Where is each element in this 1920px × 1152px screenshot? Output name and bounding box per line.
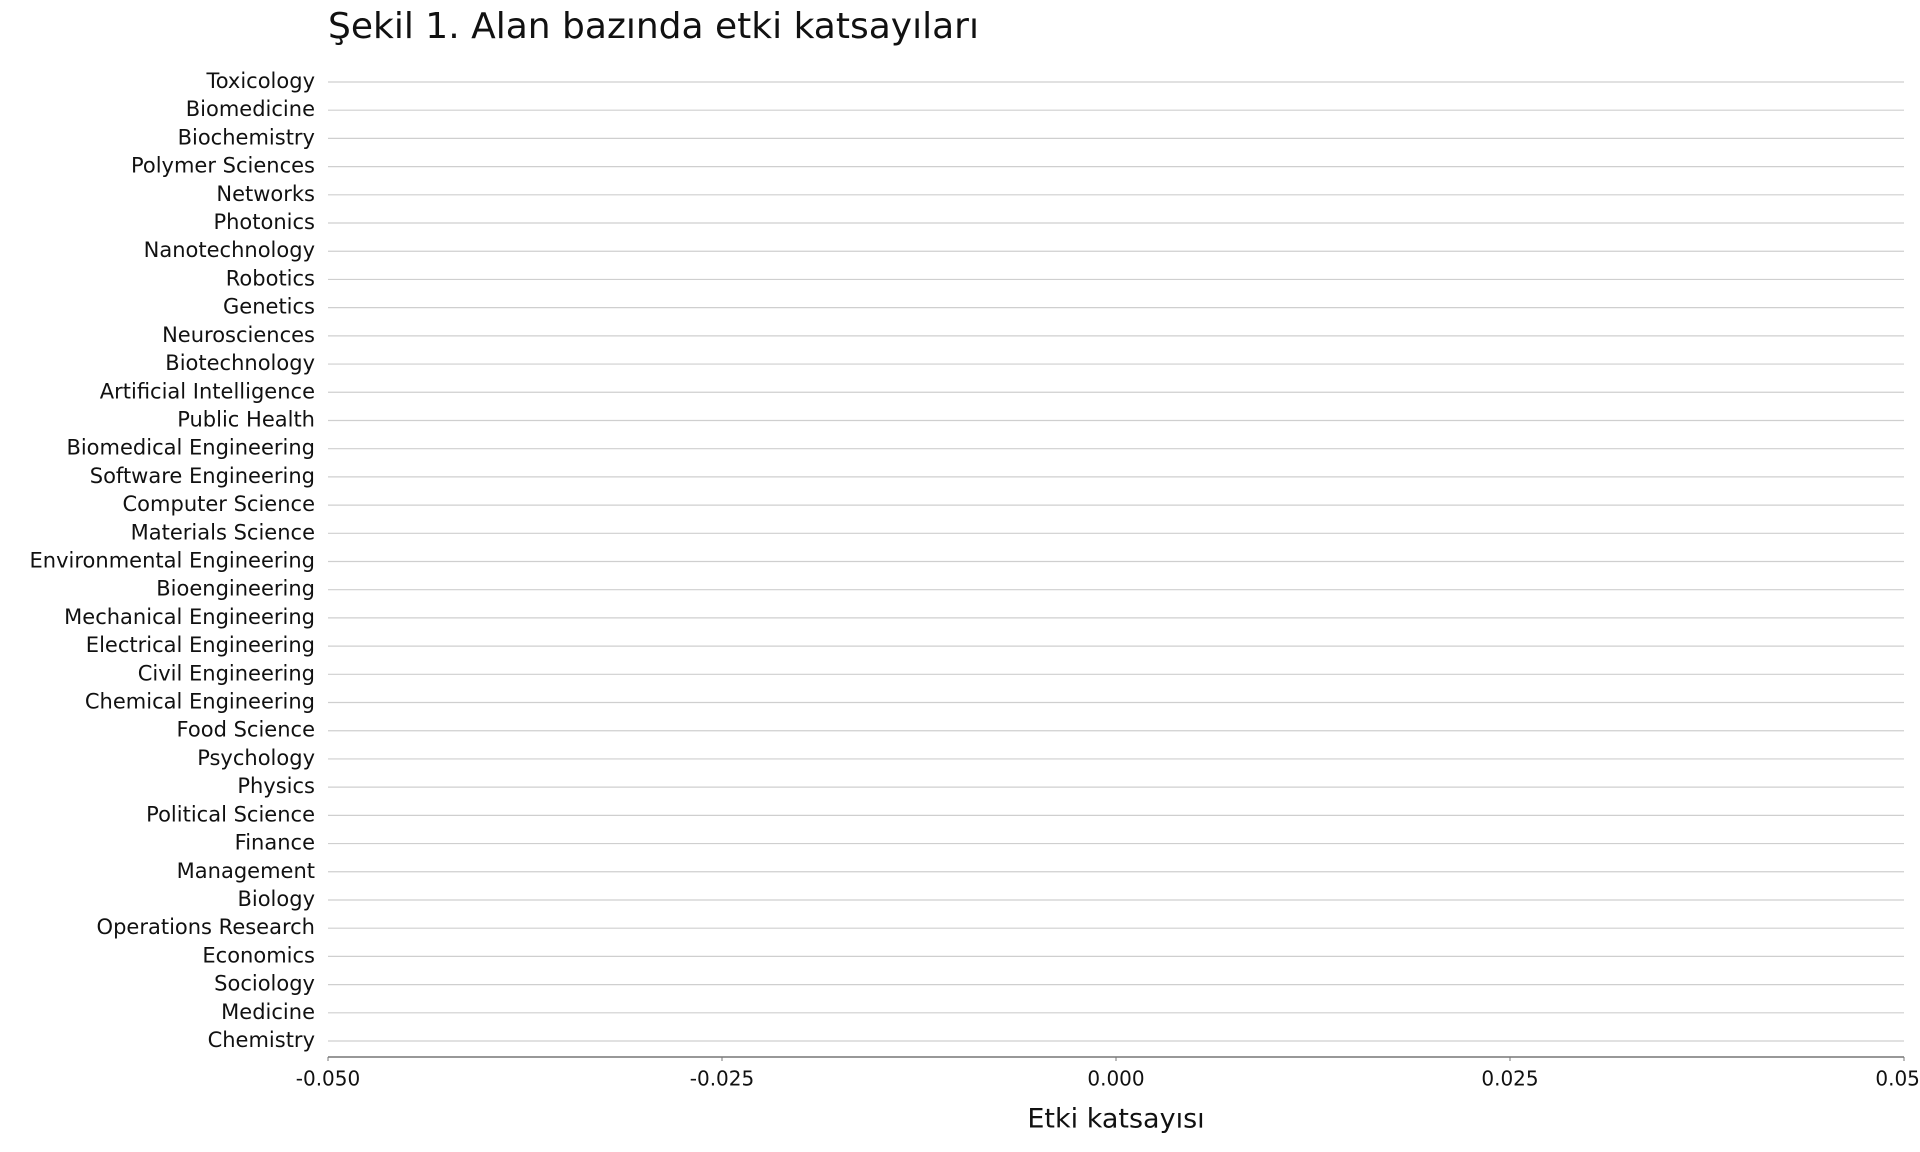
- y-tick-label: Electrical Engineering: [86, 633, 315, 657]
- y-tick-label: Political Science: [146, 802, 315, 826]
- y-tick-label: Computer Science: [123, 492, 315, 516]
- y-tick-label: Biotechnology: [165, 351, 315, 375]
- x-tick-label: -0.025: [690, 1067, 754, 1091]
- y-tick-label: Food Science: [177, 718, 315, 742]
- y-tick-label: Photonics: [213, 210, 315, 234]
- chart-title: Şekil 1. Alan bazında etki katsayıları: [328, 6, 979, 47]
- y-tick-label: Neurosciences: [162, 323, 315, 347]
- y-tick-label: Materials Science: [131, 520, 315, 544]
- y-tick-label: Mechanical Engineering: [64, 605, 315, 629]
- x-tick-label: 0.050: [1875, 1067, 1920, 1091]
- y-tick-label: Biology: [237, 887, 315, 911]
- y-tick-label: Biochemistry: [178, 125, 315, 149]
- y-tick-label: Sociology: [214, 972, 315, 996]
- y-tick-label: Artificial Intelligence: [100, 379, 315, 403]
- y-tick-label: Genetics: [223, 295, 315, 319]
- y-tick-label: Psychology: [197, 746, 315, 770]
- y-tick-label: Economics: [202, 943, 315, 967]
- y-tick-label: Biomedicine: [186, 97, 315, 121]
- y-tick-label: Polymer Sciences: [131, 154, 315, 178]
- y-tick-label: Bioengineering: [156, 577, 315, 601]
- x-tick-label: -0.050: [296, 1067, 360, 1091]
- y-tick-label: Chemistry: [208, 1028, 315, 1052]
- y-tick-label: Civil Engineering: [138, 661, 315, 685]
- y-tick-label: Robotics: [226, 266, 315, 290]
- x-tick-label: 0.025: [1481, 1067, 1538, 1091]
- x-axis-title: Etki katsayısı: [1027, 1104, 1204, 1135]
- y-tick-label: Toxicology: [205, 69, 315, 93]
- y-tick-label: Nanotechnology: [144, 238, 315, 262]
- y-tick-label: Environmental Engineering: [30, 549, 315, 573]
- y-tick-label: Chemical Engineering: [85, 690, 315, 714]
- y-tick-label: Biomedical Engineering: [66, 436, 315, 460]
- y-tick-label: Finance: [235, 831, 315, 855]
- x-tick-label: 0.000: [1087, 1067, 1144, 1091]
- y-tick-label: Networks: [216, 182, 315, 206]
- y-tick-label: Management: [177, 859, 315, 883]
- y-tick-label: Software Engineering: [90, 464, 315, 488]
- y-tick-label: Physics: [237, 774, 315, 798]
- y-tick-label: Public Health: [177, 407, 315, 431]
- y-tick-label: Operations Research: [97, 915, 315, 939]
- y-tick-label: Medicine: [221, 1000, 315, 1024]
